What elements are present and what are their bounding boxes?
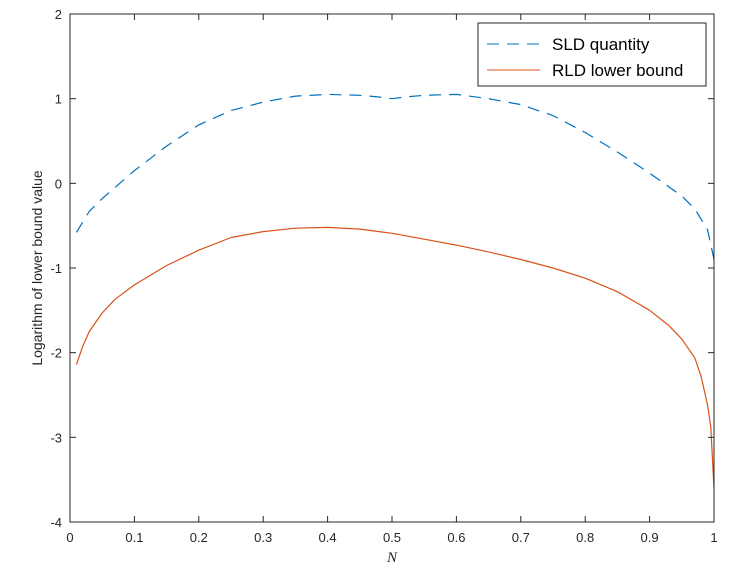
plot-background (70, 14, 714, 522)
y-tick-label: 0 (55, 176, 62, 191)
legend-label-sld: SLD quantity (552, 35, 650, 54)
legend-box (477, 22, 707, 87)
y-tick-label: -4 (50, 515, 62, 530)
y-tick-label: -1 (50, 261, 62, 276)
x-tick-label: 0.2 (190, 530, 208, 545)
x-tick-label: 0.6 (447, 530, 465, 545)
x-tick-label: 0.1 (125, 530, 143, 545)
legend: SLD quantity RLD lower bound (477, 22, 707, 87)
x-tick-label: 0.3 (254, 530, 272, 545)
x-tick-label: 0.4 (319, 530, 337, 545)
series-line-0 (75, 93, 715, 260)
y-tick-label: 1 (55, 92, 62, 107)
x-tick-label: 0.5 (383, 530, 401, 545)
plot-area (69, 13, 715, 523)
legend-label-rld: RLD lower bound (552, 61, 683, 80)
axes-box (69, 13, 715, 523)
series-layer (75, 93, 715, 489)
series-line-1 (75, 226, 715, 489)
x-tick-label: 0.8 (576, 530, 594, 545)
y-tick-label: -2 (50, 346, 62, 361)
x-axis-label: N (386, 550, 398, 566)
x-tick-label: 1 (710, 530, 717, 545)
x-tick-label: 0 (66, 530, 73, 545)
y-tick-label: -3 (50, 430, 62, 445)
y-tick-labels: -4 -3 -2 -1 0 1 2 (50, 7, 62, 530)
x-tick-label: 0.9 (641, 530, 659, 545)
y-tick-label: 2 (55, 7, 62, 22)
x-tick-label: 0.7 (512, 530, 530, 545)
x-tick-labels: 0 0.1 0.2 0.3 0.4 0.5 0.6 0.7 0.8 0.9 1 (66, 530, 717, 545)
y-axis-label: Logarithm of lower bound value (29, 170, 45, 366)
